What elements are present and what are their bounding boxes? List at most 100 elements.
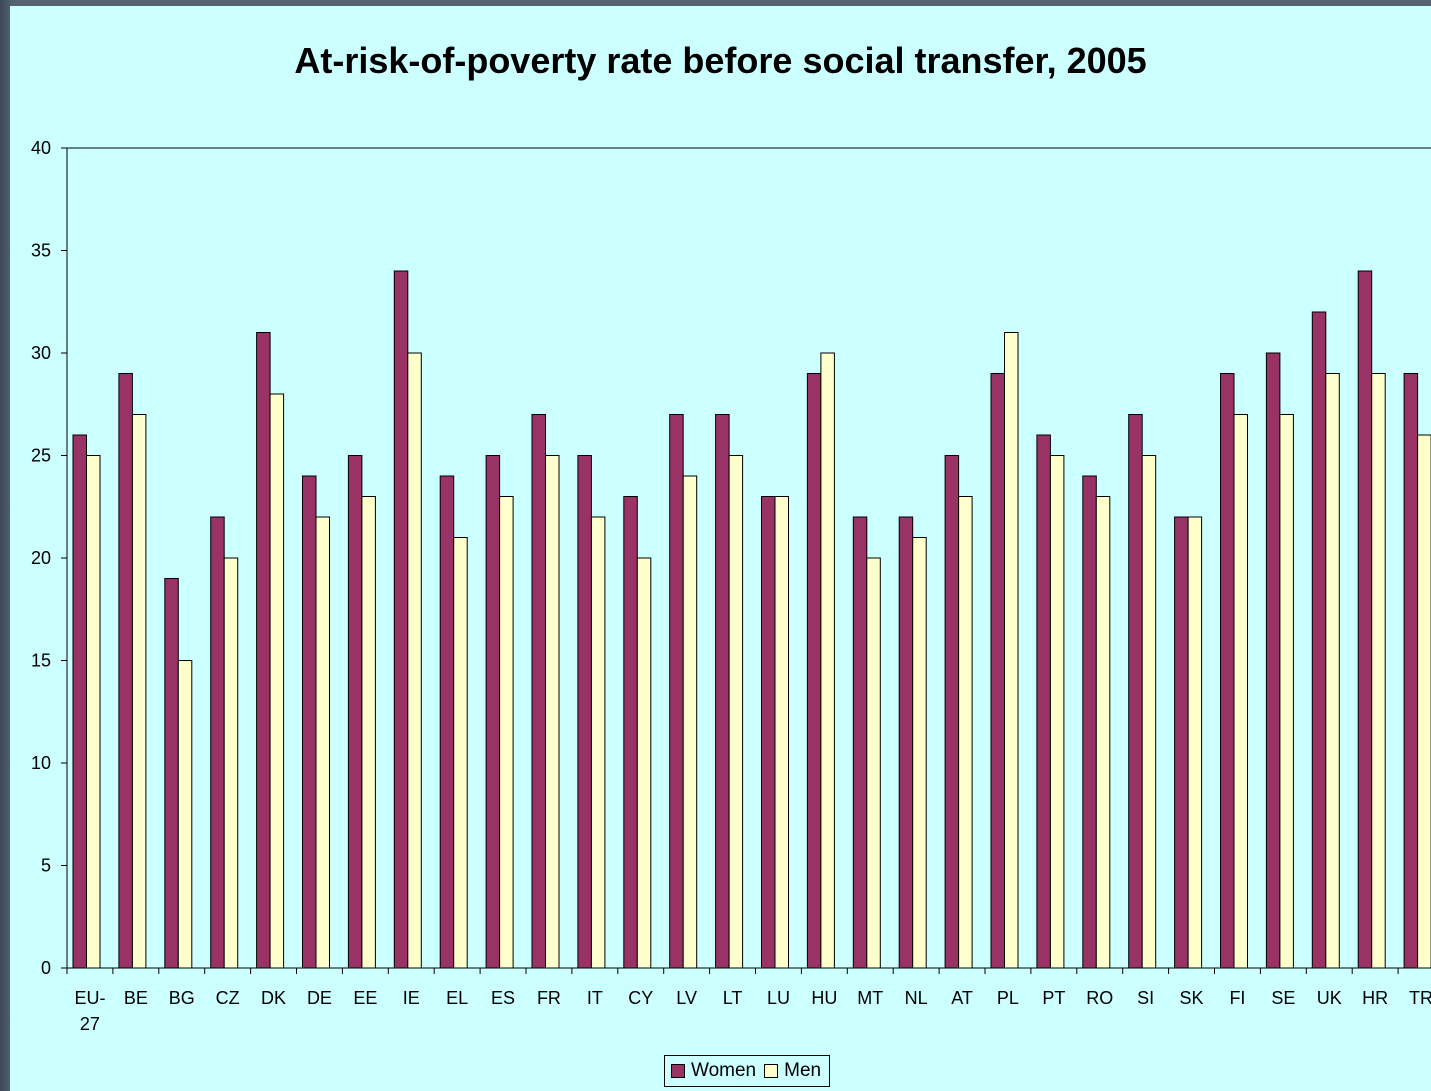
bar-men-de — [315, 516, 330, 969]
bar-men-tr — [1417, 434, 1431, 969]
bar-women-ee — [347, 455, 363, 969]
bar-women-dk — [256, 332, 271, 969]
bar-men-mt — [866, 557, 881, 969]
legend-item-women: Women — [671, 1060, 756, 1082]
bar-men-el — [453, 537, 468, 969]
bar-women-mt — [852, 516, 868, 969]
bar-women-it — [577, 455, 592, 969]
x-tick-label: IE — [403, 988, 420, 1008]
bar-men-eu-27 — [86, 455, 101, 969]
bar-women-bg — [164, 578, 179, 969]
x-tick-label: DE — [307, 988, 332, 1008]
legend: Women Men — [664, 1055, 831, 1087]
x-tick-label: DK — [261, 988, 286, 1008]
bar-women-el — [439, 475, 455, 969]
bar-women-cz — [210, 516, 225, 969]
bar-men-pt — [1049, 455, 1065, 969]
x-tick-label: IT — [587, 988, 603, 1008]
bar-men-se — [1279, 414, 1294, 969]
x-tick-label: EL — [446, 988, 468, 1008]
x-tick-label: SE — [1271, 988, 1295, 1008]
bar-women-hu — [806, 373, 822, 969]
y-tick-label: 20 — [31, 548, 51, 568]
bar-men-sk — [1187, 516, 1203, 969]
x-tick-label: EU- — [74, 988, 105, 1008]
x-tick-label: MT — [857, 988, 883, 1008]
x-tick-label: BG — [169, 988, 195, 1008]
y-tick-label: 15 — [31, 651, 51, 671]
x-tick-label: CZ — [216, 988, 240, 1008]
bar-women-at — [944, 455, 960, 969]
x-tick-label: CY — [628, 988, 653, 1008]
x-tick-label: 27 — [80, 1014, 100, 1034]
bar-men-lv — [682, 475, 698, 969]
x-tick-label: SI — [1137, 988, 1154, 1008]
bar-women-si — [1128, 414, 1143, 969]
legend-label-men: Men — [784, 1060, 822, 1081]
bar-women-tr — [1403, 373, 1419, 969]
bar-women-se — [1265, 352, 1281, 969]
legend-swatch-men — [764, 1064, 779, 1078]
bar-women-fr — [531, 414, 546, 969]
bar-women-sk — [1174, 516, 1189, 969]
x-tick-label: FI — [1229, 988, 1245, 1008]
x-tick-label: TR — [1409, 988, 1431, 1008]
bar-men-ee — [361, 496, 376, 969]
y-tick-label: 40 — [31, 138, 51, 158]
x-tick-label: LT — [723, 988, 743, 1008]
bar-men-lu — [774, 496, 789, 969]
x-tick-label: PL — [997, 988, 1019, 1008]
y-tick-label: 0 — [41, 958, 51, 978]
bar-men-hr — [1371, 373, 1386, 969]
x-tick-label: EE — [353, 988, 377, 1008]
x-tick-label: SK — [1180, 988, 1204, 1008]
bar-men-ro — [1095, 496, 1111, 969]
y-tick-label: 10 — [31, 753, 51, 773]
bar-men-es — [499, 496, 514, 969]
bar-men-it — [590, 516, 606, 969]
bar-women-lu — [761, 496, 776, 969]
bar-men-ie — [407, 352, 422, 969]
bar-women-lt — [715, 414, 730, 969]
bar-women-eu-27 — [72, 434, 87, 969]
bar-men-be — [131, 414, 147, 969]
x-tick-label: NL — [905, 988, 928, 1008]
y-tick-label: 5 — [41, 856, 51, 876]
bar-men-fi — [1233, 414, 1248, 969]
x-tick-label: UK — [1317, 988, 1342, 1008]
bar-women-lv — [669, 414, 684, 969]
bar-men-lt — [728, 455, 744, 969]
bar-men-cy — [636, 557, 652, 969]
bar-women-es — [485, 455, 501, 969]
x-tick-label: RO — [1086, 988, 1113, 1008]
bar-women-cy — [623, 496, 638, 969]
y-tick-label: 25 — [31, 446, 51, 466]
bar-men-si — [1141, 455, 1157, 969]
x-tick-label: LU — [767, 988, 790, 1008]
bar-women-de — [302, 475, 317, 969]
bar-men-fr — [545, 455, 560, 969]
bar-women-ro — [1082, 475, 1097, 969]
bar-men-nl — [912, 537, 927, 969]
bar-women-nl — [898, 516, 914, 969]
legend-swatch-women — [671, 1064, 685, 1078]
bar-women-pt — [1036, 434, 1051, 969]
x-tick-label: FR — [537, 988, 561, 1008]
x-tick-label: LV — [676, 988, 697, 1008]
x-tick-label: HU — [811, 988, 837, 1008]
bar-women-uk — [1311, 311, 1327, 969]
legend-item-men: Men — [764, 1060, 821, 1082]
bar-men-bg — [177, 660, 193, 969]
bar-women-hr — [1357, 270, 1373, 969]
legend-label-women: Women — [691, 1060, 757, 1081]
x-tick-label: AT — [951, 988, 973, 1008]
x-tick-label: ES — [491, 988, 515, 1008]
bar-women-ie — [393, 270, 409, 969]
bar-women-fi — [1220, 373, 1235, 969]
bar-men-cz — [223, 557, 239, 969]
y-tick-label: 35 — [31, 241, 51, 261]
bar-men-pl — [1004, 332, 1019, 969]
bar-men-dk — [269, 393, 285, 969]
bar-women-pl — [990, 373, 1005, 969]
